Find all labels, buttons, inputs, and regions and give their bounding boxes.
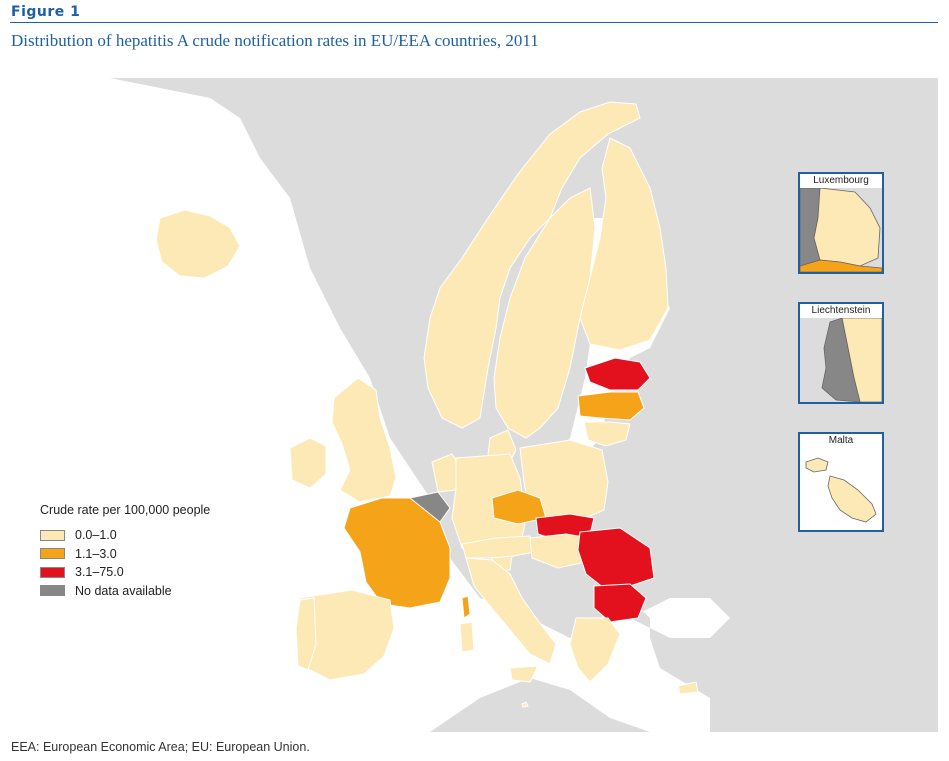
inset-malta-island (827, 475, 877, 523)
figure-title: Distribution of hepatitis A crude notifi… (11, 31, 539, 50)
inset-gozo-island (805, 457, 829, 473)
country-bulgaria (593, 583, 647, 623)
inset-title-liechtenstein: Liechtenstein (800, 304, 882, 319)
inset-title-malta: Malta (800, 434, 882, 449)
country-norway (423, 101, 641, 429)
inset-luxembourg: Luxembourg (798, 172, 884, 274)
europe-map (10, 78, 938, 732)
inset-map-luxembourg (800, 188, 882, 272)
country-italy (465, 557, 557, 665)
inset-luxembourg-border (800, 259, 882, 272)
country-sweden (493, 187, 596, 439)
legend-item-high: 3.1–75.0 (40, 563, 210, 582)
map-legend: Crude rate per 100,000 people 0.0–1.0 1.1… (40, 503, 210, 600)
country-france (343, 497, 451, 609)
country-sicily (509, 665, 539, 683)
inset-title-luxembourg: Luxembourg (800, 174, 882, 189)
inset-map-liechtenstein (800, 318, 882, 402)
country-lithuania (583, 421, 631, 447)
country-greece (569, 617, 621, 683)
legend-label: No data available (75, 583, 172, 598)
title-rule (10, 22, 938, 23)
legend-item-medium: 1.1–3.0 (40, 545, 210, 564)
country-portugal (295, 597, 317, 671)
figure-label: Figure 1 (11, 4, 81, 20)
country-estonia (584, 357, 651, 391)
legend-swatch (40, 585, 65, 597)
legend-item-no-data: No data available (40, 582, 210, 601)
legend-item-low: 0.0–1.0 (40, 526, 210, 545)
country-iceland (155, 209, 241, 279)
footnote: EEA: European Economic Area; EU: Europea… (11, 740, 310, 754)
countries-layer (155, 101, 699, 708)
country-finland (579, 137, 669, 351)
inset-map-malta (800, 448, 882, 530)
country-latvia (577, 391, 645, 421)
inset-liechtenstein: Liechtenstein (798, 302, 884, 404)
legend-swatch (40, 529, 65, 541)
legend-label: 1.1–3.0 (75, 546, 117, 561)
inset-liechtenstein-region (821, 318, 861, 402)
country-corsica (461, 595, 471, 619)
country-sardinia (459, 621, 475, 653)
inset-malta: Malta (798, 432, 884, 532)
country-cyprus (677, 681, 699, 695)
legend-swatch (40, 548, 65, 560)
country-ireland (289, 437, 327, 489)
legend-label: 0.0–1.0 (75, 528, 117, 543)
legend-title: Crude rate per 100,000 people (40, 503, 211, 517)
country-malta (521, 701, 529, 708)
country-united-kingdom (331, 377, 397, 503)
legend-swatch (40, 566, 65, 578)
legend-label: 3.1–75.0 (75, 565, 124, 580)
